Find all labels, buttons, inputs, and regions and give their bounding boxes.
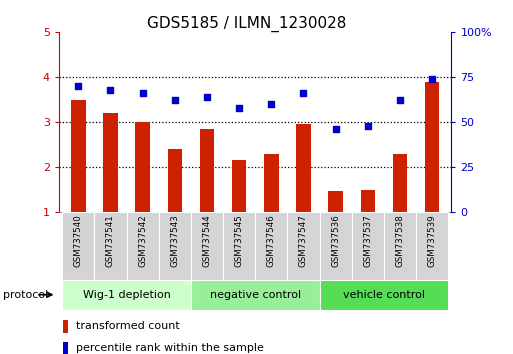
Bar	[255, 212, 287, 280]
Bar	[361, 190, 375, 212]
Point	[235, 105, 243, 110]
Point	[171, 98, 179, 103]
Bar	[62, 212, 94, 280]
Text: GSM737542: GSM737542	[138, 215, 147, 267]
Text: GSM737547: GSM737547	[299, 215, 308, 267]
Bar	[416, 212, 448, 280]
Text: GSM737538: GSM737538	[396, 215, 404, 267]
Bar	[62, 280, 191, 310]
Point	[203, 94, 211, 100]
Bar	[63, 342, 68, 354]
Bar	[320, 212, 352, 280]
Text: GDS5185 / ILMN_1230028: GDS5185 / ILMN_1230028	[147, 16, 346, 32]
Point	[300, 90, 308, 96]
Bar	[320, 280, 448, 310]
Bar	[94, 212, 127, 280]
Point	[74, 83, 83, 89]
Bar	[264, 154, 279, 212]
Bar	[191, 280, 320, 310]
Bar	[71, 99, 86, 212]
Bar	[287, 212, 320, 280]
Text: GSM737546: GSM737546	[267, 215, 276, 267]
Bar	[296, 124, 311, 212]
Text: transformed count: transformed count	[76, 321, 180, 331]
Bar	[191, 212, 223, 280]
Bar	[393, 154, 407, 212]
Text: negative control: negative control	[210, 290, 301, 300]
Bar	[159, 212, 191, 280]
Point	[331, 126, 340, 132]
Bar	[63, 320, 68, 333]
Bar	[425, 81, 439, 212]
Text: GSM737540: GSM737540	[74, 215, 83, 267]
Bar	[103, 113, 117, 212]
Text: GSM737537: GSM737537	[363, 215, 372, 267]
Text: protocol: protocol	[3, 290, 48, 300]
Text: vehicle control: vehicle control	[343, 290, 425, 300]
Bar	[223, 212, 255, 280]
Point	[364, 123, 372, 129]
Point	[139, 90, 147, 96]
Text: GSM737543: GSM737543	[170, 215, 180, 267]
Text: Wig-1 depletion: Wig-1 depletion	[83, 290, 170, 300]
Bar	[352, 212, 384, 280]
Text: GSM737544: GSM737544	[203, 215, 211, 267]
Bar	[127, 212, 159, 280]
Bar	[200, 129, 214, 212]
Point	[106, 87, 114, 92]
Bar	[168, 149, 182, 212]
Bar	[328, 191, 343, 212]
Text: GSM737539: GSM737539	[428, 215, 437, 267]
Bar	[232, 160, 246, 212]
Text: GSM737545: GSM737545	[234, 215, 244, 267]
Text: GSM737541: GSM737541	[106, 215, 115, 267]
Point	[396, 98, 404, 103]
Bar	[135, 122, 150, 212]
Text: GSM737536: GSM737536	[331, 215, 340, 267]
Point	[428, 76, 436, 82]
Point	[267, 101, 275, 107]
Text: percentile rank within the sample: percentile rank within the sample	[76, 343, 264, 353]
Bar	[384, 212, 416, 280]
